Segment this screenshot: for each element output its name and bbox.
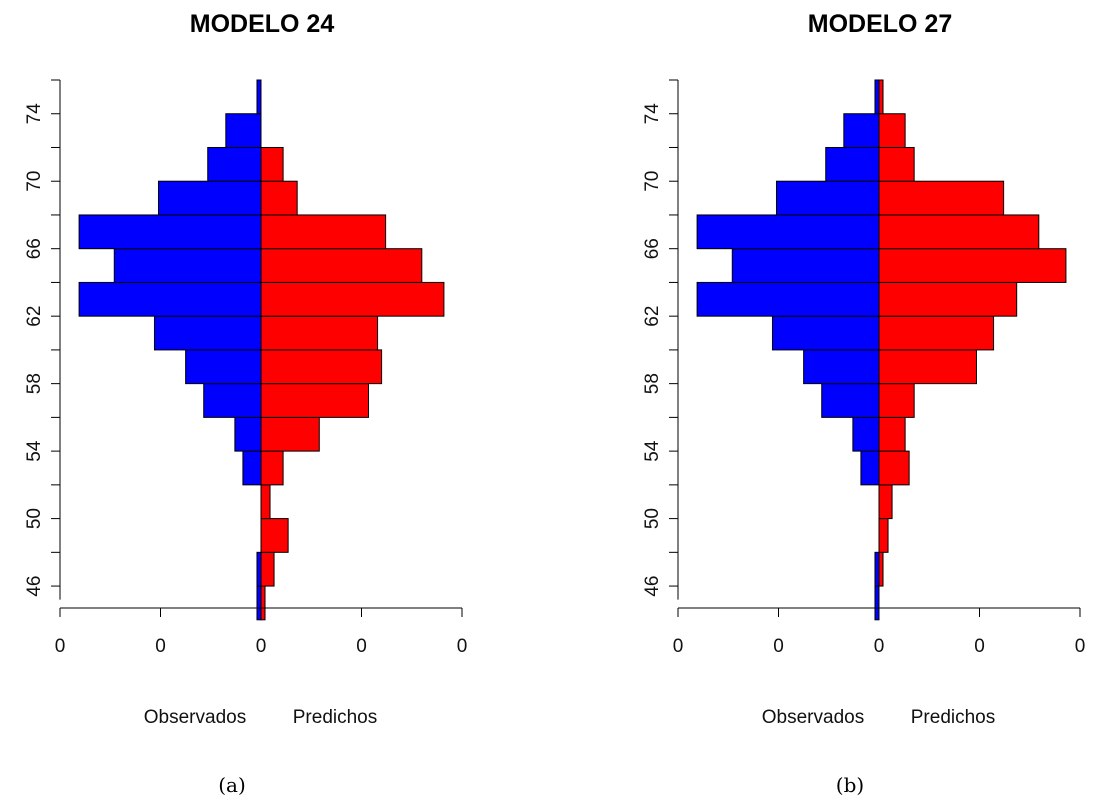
x-tick-label: 0 [874, 636, 885, 657]
predicted-bar [878, 180, 1005, 216]
observed-bar [113, 248, 262, 283]
y-tick-label: 74 [24, 103, 45, 125]
predicted-bar [878, 518, 889, 553]
observed-bar [203, 383, 262, 418]
observed-bar [860, 450, 880, 486]
x-label-predicted: Predichos [293, 707, 378, 728]
x-tick-label: 0 [55, 636, 66, 657]
chart-panel-a: MODELO 24 0 0 0 0 0 46 50 54 58 62 66 70 74 Observados… [24, 10, 467, 797]
y-tick-label: 50 [24, 508, 45, 529]
predicted-bar [878, 484, 893, 520]
observed-bar [874, 79, 880, 115]
predicted-bar [878, 349, 977, 385]
y-tick-label: 58 [642, 373, 663, 394]
x-tick-label: 0 [974, 636, 985, 657]
x-label-observed: Observados [144, 707, 246, 728]
observed-bar [207, 146, 262, 182]
chart-panel-b: MODELO 27 0 0 0 0 0 46 50 54 58 62 66 70 74 Observados… [642, 10, 1085, 797]
predicted-bar [260, 484, 271, 520]
subfigure-caption: (b) [836, 773, 864, 797]
predicted-bar [260, 214, 387, 250]
observed-bar [242, 450, 262, 486]
predicted-bar [878, 450, 910, 486]
observed-bar [825, 146, 880, 182]
observed-bar [185, 349, 262, 385]
y-tick-label: 70 [642, 171, 663, 192]
predicted-bar [878, 79, 884, 115]
predicted-bar [260, 281, 445, 317]
x-tick-label: 0 [256, 636, 267, 657]
observed-bar [696, 214, 880, 250]
y-tick-label: 50 [642, 508, 663, 529]
predicted-bar [260, 551, 275, 587]
observed-bar [78, 214, 262, 250]
y-tick-label: 54 [24, 440, 45, 462]
predicted-bar [260, 248, 423, 283]
predicted-bar [260, 146, 284, 182]
predicted-bar [878, 214, 1040, 250]
x-tick-label: 0 [457, 636, 468, 657]
x-tick-label: 0 [356, 636, 367, 657]
y-tick-label: 66 [24, 238, 45, 259]
observed-bar [852, 416, 880, 452]
predicted-bar [878, 113, 906, 148]
predicted-bar [878, 146, 915, 182]
observed-bar [234, 416, 262, 452]
x-label-predicted: Predichos [911, 707, 996, 728]
observed-bar [153, 315, 262, 351]
predicted-bar [260, 349, 383, 385]
x-tick-label: 0 [1075, 636, 1086, 657]
x-tick-label: 0 [155, 636, 166, 657]
observed-bar [256, 551, 262, 587]
predicted-bar [878, 416, 906, 452]
observed-bar [78, 281, 262, 317]
x-label-observed: Observados [762, 707, 864, 728]
observed-bar [821, 383, 880, 418]
predicted-bar [878, 551, 884, 587]
predicted-bar [878, 315, 995, 351]
observed-bar [256, 79, 262, 115]
predicted-bar [260, 518, 289, 553]
x-tick-label: 0 [773, 636, 784, 657]
predicted-bar [878, 248, 1067, 283]
y-tick-label: 74 [642, 103, 663, 125]
predicted-bar [878, 383, 915, 418]
predicted-bar [260, 315, 379, 351]
observed-bar [803, 349, 880, 385]
y-tick-label: 62 [642, 306, 663, 327]
chart-title: MODELO 27 [808, 10, 952, 38]
predicted-bar [260, 585, 266, 621]
observed-bar [874, 551, 880, 587]
y-tick-label: 46 [24, 576, 45, 597]
predicted-bar [878, 281, 1018, 317]
observed-bar [731, 248, 880, 283]
observed-bar [775, 180, 880, 216]
observed-bar [157, 180, 262, 216]
predicted-bar [260, 450, 284, 486]
y-tick-label: 62 [24, 306, 45, 327]
observed-bar [256, 585, 262, 621]
observed-bar [696, 281, 880, 317]
predicted-bar [260, 416, 320, 452]
y-tick-label: 66 [642, 238, 663, 259]
y-tick-label: 46 [642, 576, 663, 597]
observed-bar [843, 113, 880, 148]
observed-bar [225, 113, 262, 148]
chart-title: MODELO 24 [190, 10, 335, 38]
y-tick-label: 58 [24, 373, 45, 394]
y-tick-label: 54 [642, 440, 663, 462]
x-tick-label: 0 [673, 636, 684, 657]
observed-bar [771, 315, 880, 351]
subfigure-caption: (a) [218, 773, 246, 797]
predicted-bar [260, 383, 370, 418]
y-tick-label: 70 [24, 171, 45, 192]
observed-bar [874, 585, 880, 621]
predicted-bar [260, 180, 298, 216]
